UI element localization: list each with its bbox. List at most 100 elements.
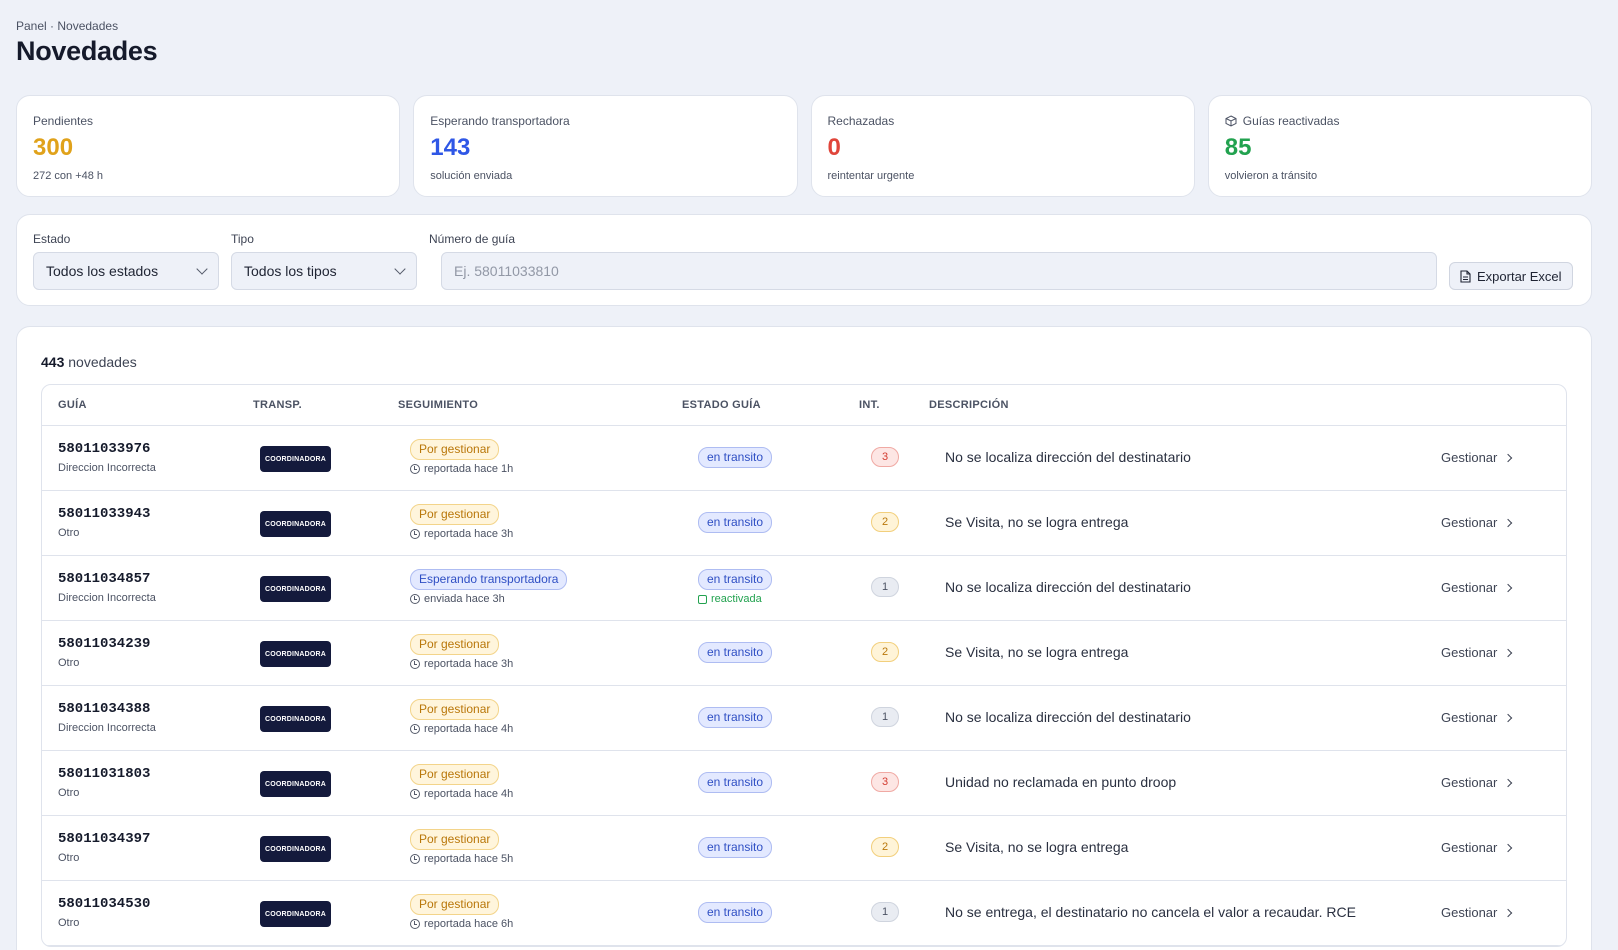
- chevron-right-icon: [1504, 843, 1513, 852]
- intentos-badge: 2: [871, 837, 899, 857]
- estado-badge: en transito: [698, 707, 773, 728]
- guia-number[interactable]: 58011034397: [58, 831, 151, 847]
- gestionar-button[interactable]: Gestionar: [1441, 450, 1513, 465]
- carrier-logo: COORDINADORA: [260, 771, 331, 797]
- guia-number[interactable]: 58011033976: [58, 441, 151, 457]
- intentos-badge: 1: [871, 577, 899, 597]
- th-int[interactable]: INT.: [859, 399, 880, 411]
- gestionar-button[interactable]: Gestionar: [1441, 515, 1513, 530]
- export-excel-button[interactable]: Exportar Excel: [1449, 262, 1573, 290]
- th-estado-guia[interactable]: ESTADO GUÍA: [682, 399, 761, 411]
- seguimiento-badge: Por gestionar: [410, 634, 500, 655]
- table-row[interactable]: 58011034239 Otro COORDINADORA Por gestionar…: [42, 621, 1566, 686]
- chevron-down-icon: [196, 263, 208, 275]
- guia-number[interactable]: 58011034388: [58, 701, 151, 717]
- gestionar-button[interactable]: Gestionar: [1441, 775, 1513, 790]
- guia-type: Otro: [58, 917, 80, 929]
- intentos-badge: 2: [871, 642, 899, 662]
- gestionar-label: Gestionar: [1441, 775, 1498, 790]
- seguimiento-time: reportada hace 3h: [410, 658, 513, 670]
- guia-cell: 58011034530 Otro: [58, 896, 150, 929]
- seguimiento-cell: Por gestionar reportada hace 1h: [410, 439, 513, 475]
- gestionar-button[interactable]: Gestionar: [1441, 840, 1513, 855]
- breadcrumb: Panel · Novedades: [16, 19, 119, 33]
- gestionar-button[interactable]: Gestionar: [1441, 580, 1513, 595]
- guia-cell: 58011034388 Direccion Incorrecta: [58, 701, 156, 734]
- estado-cell: en transito: [698, 902, 773, 923]
- carrier-logo: COORDINADORA: [260, 446, 331, 472]
- card-pendientes: Pendientes 300 272 con +48 h: [16, 95, 401, 197]
- descripcion: No se entrega, el destinatario no cancel…: [945, 904, 1356, 920]
- seguimiento-time: reportada hace 6h: [410, 918, 513, 930]
- seguimiento-badge: Por gestionar: [410, 439, 500, 460]
- table-row[interactable]: 58011034530 Otro COORDINADORA Por gestionar…: [42, 881, 1566, 946]
- seguimiento-time: enviada hace 3h: [410, 593, 567, 605]
- cube-icon: [1225, 115, 1237, 127]
- card-sub: volvieron a tránsito: [1224, 170, 1318, 182]
- table-row[interactable]: 58011031803 Otro COORDINADORA Por gestionar…: [42, 751, 1566, 816]
- guia-number[interactable]: 58011034239: [58, 636, 151, 652]
- gestionar-button[interactable]: Gestionar: [1441, 710, 1513, 725]
- estado-badge: en transito: [698, 512, 773, 533]
- card-label: Pendientes: [33, 114, 94, 128]
- gestionar-label: Gestionar: [1441, 450, 1498, 465]
- estado-cell: en transito: [698, 772, 773, 793]
- tipo-label: Tipo: [231, 232, 254, 246]
- file-icon: [1460, 269, 1471, 283]
- seguimiento-time: reportada hace 5h: [410, 853, 513, 865]
- guia-cell: 58011033943 Otro: [58, 506, 150, 539]
- table-row[interactable]: 58011034388 Direccion Incorrecta COORDINAD…: [42, 686, 1566, 751]
- estado-select-value: Todos los estados: [46, 263, 159, 279]
- table-row[interactable]: 58011034397 Otro COORDINADORA Por gestionar…: [42, 816, 1566, 881]
- card-label: Esperando transportadora: [430, 114, 570, 128]
- seguimiento-badge: Por gestionar: [410, 894, 500, 915]
- guia-search-input[interactable]: [441, 252, 1437, 290]
- estado-select[interactable]: Todos los estados: [33, 252, 219, 290]
- table-row[interactable]: 58011033943 Otro COORDINADORA Por gestionar…: [42, 491, 1566, 556]
- seguimiento-badge: Por gestionar: [410, 699, 500, 720]
- gestionar-button[interactable]: Gestionar: [1441, 645, 1513, 660]
- seguimiento-time: reportada hace 1h: [410, 463, 513, 475]
- card-label: Rechazadas: [827, 114, 895, 128]
- guia-cell: 58011033976 Direccion Incorrecta: [58, 441, 156, 474]
- guia-type: Direccion Incorrecta: [58, 462, 156, 474]
- chevron-right-icon: [1504, 778, 1513, 787]
- summary-cards: Pendientes 300 272 con +48 h Esperando t…: [16, 95, 1592, 197]
- novedades-panel: 443 novedades GUÍA TRANSP. SEGUIMIENTO E…: [16, 326, 1592, 950]
- tipo-select-value: Todos los tipos: [244, 263, 337, 279]
- descripcion: No se localiza dirección del destinatari…: [945, 579, 1191, 595]
- intentos-badge: 1: [871, 707, 899, 727]
- guia-number[interactable]: 58011033943: [58, 506, 151, 522]
- card-value: 0: [827, 134, 841, 161]
- guia-number[interactable]: 58011034530: [58, 896, 151, 912]
- guia-number[interactable]: 58011034857: [58, 571, 151, 587]
- tipo-select[interactable]: Todos los tipos: [231, 252, 417, 290]
- cube-icon: [698, 594, 707, 604]
- th-guia[interactable]: GUÍA: [58, 399, 87, 411]
- clock-icon: [410, 854, 420, 864]
- guia-type: Direccion Incorrecta: [58, 592, 156, 604]
- seguimiento-cell: Esperando transportadora enviada hace 3h: [410, 569, 568, 605]
- intentos-badge: 3: [871, 772, 899, 792]
- estado-cell: en transito: [698, 707, 773, 728]
- th-descripcion[interactable]: DESCRIPCIÓN: [929, 399, 1009, 411]
- estado-badge: en transito: [698, 569, 773, 590]
- estado-badge: en transito: [698, 642, 773, 663]
- card-value: 85: [1224, 134, 1252, 161]
- table-row[interactable]: 58011034857 Direccion Incorrecta COORDINAD…: [42, 556, 1566, 621]
- gestionar-button[interactable]: Gestionar: [1441, 905, 1513, 920]
- th-seguimiento[interactable]: SEGUIMIENTO: [398, 399, 479, 411]
- seguimiento-cell: Por gestionar reportada hace 4h: [410, 699, 513, 735]
- estado-badge: en transito: [698, 837, 773, 858]
- chevron-right-icon: [1504, 648, 1513, 657]
- chevron-right-icon: [1504, 518, 1513, 527]
- seguimiento-time-text: reportada hace 3h: [424, 528, 514, 540]
- seguimiento-badge: Por gestionar: [410, 504, 500, 525]
- carrier-logo: COORDINADORA: [260, 901, 331, 927]
- table-row[interactable]: 58011033976 Direccion Incorrecta COORDINAD…: [42, 426, 1566, 491]
- guia-number[interactable]: 58011031803: [58, 766, 151, 782]
- th-transp[interactable]: TRANSP.: [253, 399, 302, 411]
- count-suffix: novedades: [68, 354, 137, 370]
- card-value: 300: [33, 134, 74, 161]
